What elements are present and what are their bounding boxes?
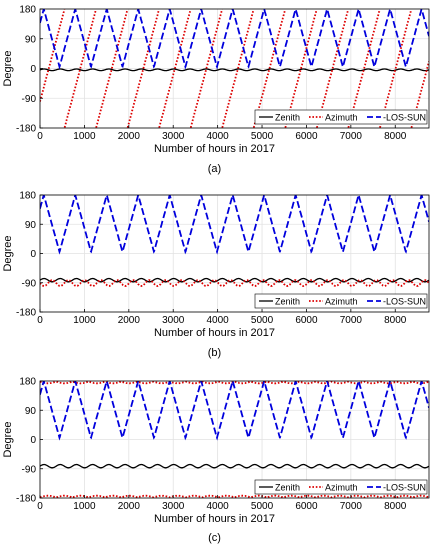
legend-box [254,109,428,125]
series-azimuth-line [189,9,223,128]
x-tick-label: 4000 [207,501,230,512]
legend-label: -LOS-SUN [383,297,426,307]
x-tick-label: 8000 [384,131,407,142]
legend: Zenith Azimuth -LOS-SUN [254,479,428,495]
series-zenith-line [40,68,429,72]
y-tick-label: -180 [16,124,36,135]
x-axis-title: Number of hours in 2017 [154,513,275,525]
y-tick-label: 0 [30,249,36,260]
y-tick-label: 180 [19,191,36,202]
chart-panel-b: 0 1000 2000 3000 4000 5000 6000 7000 8000 -180 -90… [2,191,430,359]
x-tick-label: 4000 [207,315,230,326]
x-tick-label: 2000 [118,501,141,512]
legend-label: Zenith [275,113,300,123]
x-tick-label: 5000 [251,131,274,142]
legend-label: Azimuth [325,113,358,123]
legend-label: -LOS-SUN [383,113,426,123]
series-azimuth-line [40,9,66,102]
y-tick-label: 0 [30,435,36,446]
y-tick-label: 90 [25,34,37,45]
series-zenith-line [40,277,429,283]
x-axis-title: Number of hours in 2017 [154,143,275,155]
plot-area [40,381,429,498]
x-tick-label: 0 [37,131,43,142]
figure-caption: (b) [208,347,221,359]
x-tick-label: 6000 [295,315,318,326]
y-tick-label: 180 [19,5,36,16]
series-los-sun-line [40,195,429,256]
y-tick-label: -180 [16,494,36,505]
legend: Zenith Azimuth -LOS-SUN [254,109,428,125]
y-tick-label: -90 [22,464,37,475]
series-azimuth-line [40,279,429,287]
x-tick-label: 3000 [162,501,185,512]
x-tick-label: 1000 [73,131,96,142]
x-tick-label: 7000 [340,131,363,142]
x-tick-label: 1000 [73,501,96,512]
legend-label: Zenith [275,483,300,493]
series-azimuth-line [40,381,429,385]
x-axis-title: Number of hours in 2017 [154,327,275,339]
x-tick-label: 3000 [162,315,185,326]
x-tick-label: 3000 [162,131,185,142]
x-tick-label: 7000 [340,501,363,512]
x-tick-label: 6000 [295,501,318,512]
x-tick-label: 0 [37,501,43,512]
plot-area [40,195,429,287]
x-tick-label: 8000 [384,315,407,326]
legend-label: Azimuth [325,297,358,307]
x-tick-label: 1000 [73,315,96,326]
legend: Zenith Azimuth -LOS-SUN [254,293,428,309]
legend-box [254,293,428,309]
series-los-sun-line [40,9,429,71]
series-los-sun-line [40,381,429,442]
x-tick-label: 8000 [384,501,407,512]
legend-label: -LOS-SUN [383,483,426,493]
chart-panel-c: 0 1000 2000 3000 4000 5000 6000 7000 8000 -180 -90… [2,377,430,544]
legend-box [254,479,428,495]
x-tick-label: 4000 [207,131,230,142]
series-azimuth-line [95,9,129,128]
y-tick-label: 90 [25,220,37,231]
series-azimuth-line [252,9,286,128]
figure-caption: (a) [208,163,221,175]
series-azimuth-line [40,494,429,498]
y-tick-label: 0 [30,64,36,75]
x-tick-label: 6000 [295,131,318,142]
series-azimuth-line [221,9,255,128]
x-tick-label: 5000 [251,315,274,326]
series-zenith-line [40,463,429,469]
series-azimuth-line [284,9,318,128]
x-tick-label: 5000 [251,501,274,512]
x-tick-label: 7000 [340,315,363,326]
y-tick-label: 90 [25,406,37,417]
y-axis-title: Degree [2,235,14,271]
legend-label: Zenith [275,297,300,307]
series-azimuth-line [158,9,192,128]
x-tick-label: 2000 [118,315,141,326]
figure-caption: (c) [208,532,221,544]
y-tick-label: -90 [22,94,37,105]
x-tick-label: 2000 [118,131,141,142]
y-tick-label: 180 [19,377,36,388]
y-axis-title: Degree [2,50,14,86]
series-azimuth-line [126,9,160,128]
x-tick-label: 0 [37,315,43,326]
y-tick-label: -180 [16,308,36,319]
y-tick-label: -90 [22,278,37,289]
legend-label: Azimuth [325,483,358,493]
chart-panel-a: 0 1000 2000 3000 4000 5000 6000 7000 8000 -180 -90… [2,5,430,175]
y-axis-title: Degree [2,421,14,457]
